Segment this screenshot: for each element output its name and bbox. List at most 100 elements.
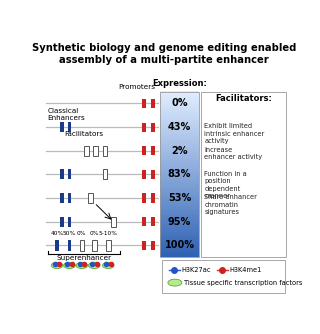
Ellipse shape bbox=[102, 262, 114, 269]
Bar bbox=[60, 169, 64, 179]
Bar bbox=[84, 146, 89, 156]
Bar bbox=[160, 238, 199, 239]
Bar bbox=[160, 248, 199, 250]
Bar bbox=[160, 209, 199, 210]
Bar bbox=[160, 101, 199, 102]
Bar bbox=[160, 150, 199, 151]
Bar bbox=[160, 109, 199, 110]
Text: Expression:: Expression: bbox=[152, 79, 207, 88]
Text: Exhibit limited
intrinsic enhancer
activity: Exhibit limited intrinsic enhancer activ… bbox=[204, 123, 265, 144]
Bar bbox=[160, 119, 199, 120]
Bar bbox=[92, 239, 97, 251]
Bar bbox=[160, 183, 199, 184]
Text: Facilitators:: Facilitators: bbox=[215, 94, 272, 103]
Bar bbox=[160, 92, 199, 93]
Bar bbox=[160, 103, 199, 104]
Bar bbox=[160, 224, 199, 225]
Text: 100%: 100% bbox=[164, 240, 195, 250]
Bar bbox=[160, 170, 199, 171]
Bar bbox=[160, 241, 199, 242]
Bar bbox=[160, 244, 199, 245]
Bar bbox=[160, 166, 199, 167]
Bar bbox=[160, 243, 199, 245]
Bar bbox=[160, 229, 199, 230]
Bar bbox=[160, 235, 199, 236]
Bar bbox=[160, 159, 199, 160]
Bar bbox=[103, 169, 108, 179]
Bar bbox=[160, 139, 199, 141]
Bar bbox=[160, 226, 199, 227]
Bar bbox=[160, 234, 199, 236]
Bar bbox=[160, 195, 199, 196]
Text: 50%: 50% bbox=[63, 231, 76, 236]
Bar bbox=[160, 186, 199, 187]
Bar bbox=[160, 199, 199, 200]
Ellipse shape bbox=[76, 262, 88, 269]
Bar bbox=[160, 219, 199, 220]
Bar bbox=[160, 176, 199, 177]
Bar bbox=[160, 134, 199, 136]
Bar bbox=[160, 251, 199, 252]
Bar bbox=[160, 228, 199, 229]
Bar bbox=[160, 215, 199, 216]
Bar bbox=[160, 242, 199, 243]
Bar bbox=[160, 102, 199, 103]
Bar bbox=[160, 239, 199, 241]
Bar bbox=[160, 160, 199, 161]
Bar bbox=[160, 115, 199, 117]
Bar bbox=[160, 225, 199, 226]
Bar bbox=[160, 171, 199, 172]
Bar bbox=[160, 216, 199, 217]
Bar bbox=[160, 96, 199, 98]
Bar bbox=[160, 162, 199, 163]
Bar bbox=[160, 236, 199, 237]
Bar bbox=[60, 193, 64, 203]
Bar bbox=[160, 118, 199, 119]
Bar bbox=[160, 202, 199, 203]
Bar bbox=[160, 153, 199, 154]
Text: 95%: 95% bbox=[168, 217, 191, 227]
Bar bbox=[160, 125, 199, 127]
Bar bbox=[160, 247, 199, 248]
Bar bbox=[160, 208, 199, 209]
Bar bbox=[160, 256, 199, 257]
Bar bbox=[160, 95, 199, 96]
Bar bbox=[68, 193, 71, 203]
Bar bbox=[160, 120, 199, 121]
Bar bbox=[160, 173, 199, 174]
Bar bbox=[160, 132, 199, 133]
Bar bbox=[160, 210, 199, 211]
Bar bbox=[160, 151, 199, 152]
Bar bbox=[160, 222, 199, 223]
Bar bbox=[160, 174, 199, 175]
Bar bbox=[160, 120, 199, 122]
Bar bbox=[88, 193, 93, 203]
Bar bbox=[160, 224, 199, 226]
Bar bbox=[160, 114, 199, 115]
Bar bbox=[160, 143, 199, 145]
Bar bbox=[160, 148, 199, 149]
Bar bbox=[160, 164, 199, 165]
Bar bbox=[160, 190, 199, 191]
Bar bbox=[160, 240, 199, 241]
Bar bbox=[151, 217, 155, 226]
Text: Classical
Enhancers: Classical Enhancers bbox=[48, 108, 85, 121]
Bar bbox=[160, 108, 199, 109]
Bar bbox=[151, 146, 155, 155]
Bar bbox=[160, 218, 199, 219]
Bar bbox=[160, 248, 199, 249]
Bar bbox=[160, 167, 199, 168]
Text: Tissue specific transcription factors: Tissue specific transcription factors bbox=[184, 280, 302, 286]
Bar bbox=[160, 230, 199, 231]
Bar bbox=[160, 237, 199, 238]
Bar bbox=[160, 197, 199, 198]
Bar bbox=[160, 204, 199, 205]
Bar bbox=[160, 223, 199, 224]
Text: Superenhancer: Superenhancer bbox=[56, 256, 111, 262]
Bar bbox=[142, 99, 146, 108]
Text: Promoters: Promoters bbox=[118, 84, 156, 90]
Bar bbox=[160, 220, 199, 222]
Bar bbox=[160, 163, 199, 165]
Bar bbox=[60, 122, 64, 132]
Bar bbox=[160, 193, 199, 194]
